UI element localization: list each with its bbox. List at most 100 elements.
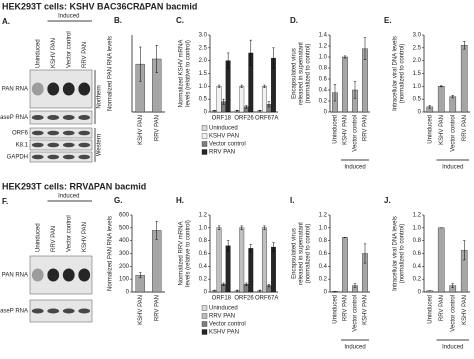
y-tick-label: 0.8 xyxy=(413,238,422,244)
lane-label: KSHV PAN xyxy=(51,38,57,68)
blot-band xyxy=(31,130,44,136)
y-tick-label: 1.5 xyxy=(199,71,208,77)
x-tick-label: KSHV PAN xyxy=(439,115,445,145)
error-bar xyxy=(353,81,357,99)
legend-swatch xyxy=(201,133,208,139)
blot-band xyxy=(78,115,91,120)
x-tick-label: ORF18 xyxy=(212,296,232,302)
y-tick-label: 0 xyxy=(126,290,130,296)
y-axis-label: (normalized to control) xyxy=(306,44,312,104)
y-axis-label: Encapsulated virus xyxy=(292,48,298,99)
y-tick-label: 1.2 xyxy=(413,213,422,219)
error-bar xyxy=(155,45,158,73)
y-tick-label: 0.6 xyxy=(413,251,422,257)
error-bar xyxy=(463,240,466,261)
group-label: Induced xyxy=(58,194,79,200)
legend-label: Uninduced xyxy=(209,306,238,312)
blot-band xyxy=(31,115,44,120)
blot-row-label: PAN RNA xyxy=(2,87,28,93)
y-tick-label: 1.0 xyxy=(413,225,422,231)
y-axis-label: Normalized PAN RNA levels xyxy=(108,36,114,111)
blot-band xyxy=(78,82,91,96)
y-tick-label: 0.8 xyxy=(319,238,328,244)
error-bar xyxy=(213,109,216,112)
error-bar xyxy=(217,225,221,231)
panel-letter: J. xyxy=(384,196,391,205)
blot-row-label: K8.1 xyxy=(16,143,29,149)
panel-letter: G. xyxy=(114,196,122,205)
y-tick-label: 0.2 xyxy=(413,277,422,283)
y-axis-label: Intracellular viral DNA levels xyxy=(393,216,399,291)
x-tick-label: Vector control xyxy=(450,295,456,332)
panel-letter: H. xyxy=(176,196,184,205)
error-bar xyxy=(333,84,337,102)
x-tick-label: ORF18 xyxy=(212,116,232,122)
method-label: Western xyxy=(97,134,103,156)
row-title: HEK293T cells: KSHV BAC36CR∆PAN bacmid xyxy=(2,1,197,11)
y-tick-label: 0.2 xyxy=(319,277,328,283)
error-bar xyxy=(440,85,443,88)
y-tick-label: 1.5 xyxy=(413,71,422,77)
error-bar xyxy=(343,55,347,59)
blot-band xyxy=(47,308,60,314)
y-axis-label: released in supernatant xyxy=(299,222,305,285)
x-tick-label: RRV PAN xyxy=(154,295,160,321)
y-tick-label: 0.2 xyxy=(199,277,208,283)
group-label: Induced xyxy=(442,345,463,351)
x-tick-label: KSHV PAN xyxy=(138,115,144,145)
panel-letter: F. xyxy=(2,197,8,206)
group-label: Induced xyxy=(344,165,365,171)
y-tick-label: 2.5 xyxy=(199,45,208,51)
blot-row-label: RNaseP RNA xyxy=(0,309,28,315)
group-label: Induced xyxy=(442,165,463,171)
error-bar xyxy=(258,109,262,112)
y-tick-label: 200 xyxy=(119,264,130,270)
bar xyxy=(271,246,276,293)
y-tick-label: 1.0 xyxy=(319,55,328,61)
group-label: Induced xyxy=(344,345,365,351)
x-tick-label: Vector control xyxy=(450,115,456,152)
blot-band xyxy=(31,308,44,314)
y-tick-label: 400 xyxy=(119,238,130,244)
y-tick-label: 0 xyxy=(204,110,208,116)
blot-band xyxy=(62,268,75,282)
y-tick-label: 0.5 xyxy=(413,97,422,103)
bar xyxy=(261,227,267,293)
blot-band xyxy=(62,82,75,96)
y-axis-label: Encapsulated virus xyxy=(292,228,298,279)
error-bar xyxy=(139,46,142,82)
bar xyxy=(152,230,162,293)
blot-band xyxy=(47,268,60,282)
x-tick-label: ORF67A xyxy=(255,296,278,302)
error-bar xyxy=(240,225,243,231)
blot-row-label: PAN RNA xyxy=(2,273,28,279)
blot-row-label: RNaseP RNA xyxy=(0,115,28,121)
legend-label: RRV PAN xyxy=(209,150,235,156)
row-title: HEK293T cells: RRV∆PAN bacmid xyxy=(2,181,146,191)
error-bar xyxy=(222,98,225,105)
y-tick-label: 0.5 xyxy=(199,97,208,103)
blot-band xyxy=(47,82,60,96)
lane-label: Uninduced xyxy=(35,39,41,68)
lane-label: Vector control xyxy=(66,215,72,252)
y-axis-label: Normalized KSHV mRNA xyxy=(179,40,185,108)
error-bar xyxy=(139,272,142,279)
x-tick-label: KSHV PAN xyxy=(363,295,369,325)
error-bar xyxy=(258,289,262,292)
y-tick-label: 0.4 xyxy=(413,264,422,270)
legend-label: Vector control xyxy=(209,322,246,328)
legend-label: Uninduced xyxy=(209,126,238,132)
lane-label: RRV PAN xyxy=(51,226,57,252)
legend-swatch xyxy=(201,305,208,311)
bar xyxy=(449,96,457,113)
y-tick-label: 0.6 xyxy=(199,251,208,257)
legend-swatch xyxy=(201,141,208,147)
blot-band xyxy=(62,154,75,160)
x-tick-label: RRV PAN xyxy=(343,295,349,321)
error-bar xyxy=(222,282,225,286)
error-bar xyxy=(245,282,248,286)
bar xyxy=(248,248,254,293)
legend-swatch xyxy=(201,313,208,319)
panel-letter: E. xyxy=(384,16,392,25)
